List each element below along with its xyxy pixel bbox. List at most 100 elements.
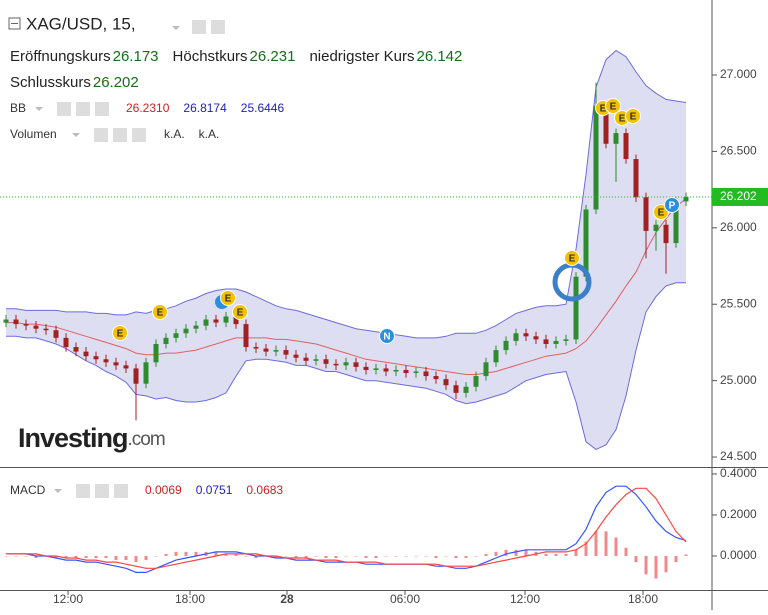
histogram-bar bbox=[124, 555, 128, 561]
legend-icon[interactable] bbox=[113, 128, 127, 142]
candle-body bbox=[413, 371, 419, 374]
histogram-bar bbox=[64, 555, 68, 559]
candle-body bbox=[483, 362, 489, 377]
histogram-bar bbox=[154, 555, 158, 557]
histogram-bar bbox=[644, 555, 648, 575]
histogram-bar bbox=[634, 555, 638, 563]
candle-body bbox=[183, 328, 189, 334]
event-label: E bbox=[600, 104, 607, 115]
bb-legend-value: 25.6446 bbox=[241, 101, 285, 115]
dropdown-icon bbox=[35, 107, 43, 111]
histogram-bar bbox=[224, 553, 228, 556]
histogram-bar bbox=[454, 555, 458, 559]
y-tick-label: 25.000 bbox=[720, 373, 757, 387]
ohlc-row: Eröffnungskurs 26.173 Höchstkurs 26.231 nied… bbox=[10, 48, 462, 65]
legend-icon[interactable] bbox=[76, 102, 90, 116]
event-label: E bbox=[619, 114, 626, 125]
event-marker bbox=[152, 304, 168, 320]
histogram-bar bbox=[4, 555, 8, 557]
histogram-bar bbox=[514, 549, 518, 556]
symbol-title: XAG/USD, 15, bbox=[26, 14, 136, 33]
legend-icon[interactable] bbox=[95, 484, 109, 498]
y-tick-label: 26.500 bbox=[720, 144, 757, 158]
histogram-bar bbox=[344, 555, 348, 557]
dropdown-icon bbox=[72, 133, 80, 137]
candle-body bbox=[213, 319, 219, 323]
event-marker bbox=[564, 250, 580, 266]
histogram-bar bbox=[434, 555, 438, 559]
histogram-bar bbox=[674, 555, 678, 563]
band-fill bbox=[6, 50, 686, 450]
candle-body bbox=[343, 362, 349, 366]
candle-body bbox=[463, 386, 469, 393]
histogram-bar bbox=[74, 555, 78, 559]
settings-icon[interactable] bbox=[211, 20, 225, 34]
histogram-bar bbox=[504, 549, 508, 556]
dropdown-icon[interactable] bbox=[172, 26, 180, 30]
ohlc-row: Schlusskurs 26.202 bbox=[10, 74, 139, 91]
last-price-box bbox=[712, 187, 768, 206]
histogram-bar bbox=[564, 553, 568, 556]
candle-body bbox=[233, 316, 239, 325]
histogram-bar bbox=[104, 555, 108, 559]
event-marker bbox=[232, 304, 248, 320]
x-tick-label: 28 bbox=[280, 592, 294, 606]
candle-body bbox=[393, 369, 399, 372]
histogram-bar bbox=[614, 537, 618, 556]
candle-body bbox=[613, 133, 619, 144]
candle-body bbox=[473, 376, 479, 387]
histogram-bar bbox=[144, 555, 148, 561]
y-tick-label: 0.4000 bbox=[720, 466, 757, 480]
histogram-bar bbox=[244, 555, 248, 557]
candle-body bbox=[603, 105, 609, 144]
legend-icon[interactable] bbox=[94, 128, 108, 142]
candle-body bbox=[663, 224, 669, 244]
candle-body bbox=[13, 319, 19, 325]
event-label: E bbox=[630, 112, 637, 123]
legend-icon[interactable] bbox=[95, 102, 109, 116]
histogram-bar bbox=[444, 555, 448, 557]
legend-icon[interactable] bbox=[114, 484, 128, 498]
volume-legend-name: Volumen bbox=[10, 127, 57, 141]
histogram-bar bbox=[304, 555, 308, 559]
event-label: P bbox=[669, 201, 676, 212]
histogram-bar bbox=[584, 541, 588, 556]
candle-body bbox=[683, 196, 689, 202]
dropdown-icon bbox=[54, 489, 62, 493]
candle-body bbox=[153, 343, 159, 363]
histogram-bar bbox=[114, 555, 118, 561]
watermark-main: Investing bbox=[18, 423, 128, 453]
candle-body bbox=[363, 366, 369, 370]
legend-icon[interactable] bbox=[132, 128, 146, 142]
candle-body bbox=[273, 350, 279, 352]
histogram-bar bbox=[54, 555, 58, 559]
candle-body bbox=[373, 368, 379, 370]
histogram-bar bbox=[684, 554, 688, 556]
histogram-bar bbox=[554, 553, 558, 556]
histogram-bar bbox=[214, 551, 218, 556]
event-marker bbox=[220, 290, 236, 306]
candle-body bbox=[553, 340, 559, 344]
event-marker bbox=[605, 98, 621, 114]
legend-icon[interactable] bbox=[76, 484, 90, 498]
x-tick-label: 06:00 bbox=[390, 592, 420, 606]
candle-body bbox=[583, 209, 589, 277]
candle-body bbox=[513, 333, 519, 341]
macd-legend-value: 0.0751 bbox=[196, 483, 233, 497]
event-label: E bbox=[658, 208, 665, 219]
volume-legend-value: k.A. bbox=[199, 127, 220, 141]
watermark-suffix: .com bbox=[128, 429, 165, 450]
y-tick-label: 24.500 bbox=[720, 449, 757, 463]
histogram-bar bbox=[494, 551, 498, 556]
candle-body bbox=[303, 357, 309, 361]
legend-icons bbox=[35, 102, 146, 498]
candle-body bbox=[143, 362, 149, 384]
histogram-bar bbox=[414, 555, 418, 557]
candle-body bbox=[313, 359, 319, 361]
eye-icon[interactable] bbox=[192, 20, 206, 34]
volume-legend-value: k.A. bbox=[164, 127, 185, 141]
histogram-bar bbox=[254, 555, 258, 559]
legend-icon[interactable] bbox=[57, 102, 71, 116]
